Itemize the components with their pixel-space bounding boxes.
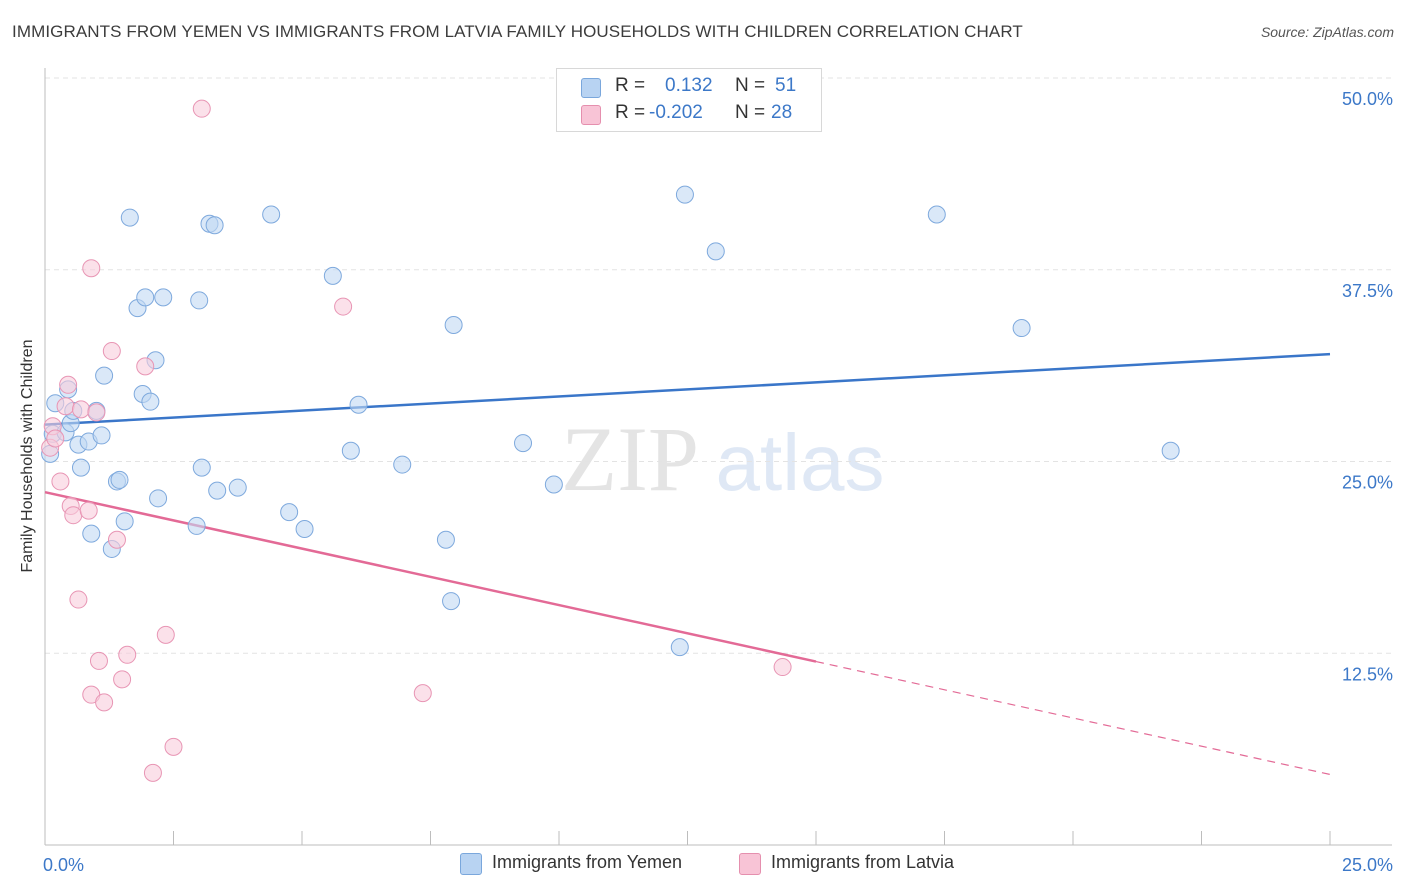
data-point — [143, 763, 162, 782]
data-point — [205, 216, 224, 235]
data-point — [113, 670, 132, 689]
data-points — [41, 99, 1180, 782]
legend-row-yemen: R = 0.132 N = 51 — [557, 75, 819, 99]
data-point — [149, 489, 168, 508]
bottom-legend-label-yemen: Immigrants from Yemen — [492, 852, 683, 872]
series-yemen — [41, 185, 1180, 657]
legend-n-value-latvia: 28 — [771, 102, 793, 123]
data-point — [1161, 441, 1180, 460]
data-point — [71, 458, 90, 477]
data-point — [110, 470, 129, 489]
data-point — [514, 434, 533, 453]
legend-n-value-yemen: 51 — [775, 75, 797, 96]
data-point — [115, 512, 134, 531]
data-point — [87, 403, 106, 422]
gridlines — [45, 77, 1392, 654]
data-point — [773, 658, 792, 677]
data-point — [89, 651, 108, 670]
data-point — [1012, 319, 1031, 338]
bottom-legend-swatch-yemen — [460, 853, 482, 875]
data-point — [436, 530, 455, 549]
data-point — [102, 342, 121, 361]
data-point — [164, 737, 183, 756]
data-point — [118, 645, 137, 664]
data-point — [51, 472, 70, 491]
data-point — [156, 625, 175, 644]
data-point — [295, 519, 314, 538]
watermark-zip: ZIP — [561, 408, 699, 510]
trend-line-latvia-extrapolated — [815, 660, 1331, 776]
data-point — [349, 395, 368, 414]
chart-title: IMMIGRANTS FROM YEMEN VS IMMIGRANTS FROM… — [12, 22, 1023, 41]
data-point — [187, 516, 206, 535]
data-point — [82, 524, 101, 543]
stats-legend: R = 0.132 N = 51 R = -0.202 N = 28 — [556, 68, 822, 132]
y-tick-label: 25.0% — [1342, 473, 1393, 493]
data-point — [141, 392, 160, 411]
y-tick-label: 12.5% — [1342, 664, 1393, 684]
data-point — [120, 208, 139, 227]
data-point — [69, 590, 88, 609]
data-point — [341, 441, 360, 460]
data-point — [228, 478, 247, 497]
y-tick-label: 50.0% — [1342, 89, 1393, 109]
legend-n-label: N = — [735, 102, 766, 123]
data-point — [323, 266, 342, 285]
data-point — [208, 481, 227, 500]
data-point — [59, 375, 78, 394]
trend-lines — [44, 352, 1331, 776]
x-tick-label: 25.0% — [1342, 855, 1393, 875]
data-point — [334, 297, 353, 316]
bottom-legend-label-latvia: Immigrants from Latvia — [771, 852, 955, 872]
y-tick-label: 37.5% — [1342, 281, 1393, 301]
watermark: ZIP atlas — [561, 408, 884, 510]
data-point — [46, 429, 65, 448]
legend-r-label: R = — [615, 102, 646, 123]
data-point — [95, 366, 114, 385]
bottom-legend-swatch-latvia — [739, 853, 761, 875]
x-tick-label: 0.0% — [43, 855, 84, 875]
tick-labels: 12.5% 25.0% 37.5% 50.0% 0.0% 25.0% — [43, 89, 1393, 875]
legend-swatch-yemen — [581, 78, 601, 98]
legend-n-label: N = — [735, 75, 766, 96]
data-point — [136, 288, 155, 307]
data-point — [71, 400, 90, 419]
trend-line-latvia — [44, 490, 817, 663]
data-point — [192, 458, 211, 477]
legend-r-value-latvia: -0.202 — [649, 102, 703, 123]
legend-swatch-latvia — [581, 105, 601, 125]
legend-r-value-yemen: 0.132 — [665, 75, 713, 96]
data-point — [190, 291, 209, 310]
data-point — [544, 475, 563, 494]
data-point — [706, 242, 725, 261]
data-point — [393, 455, 412, 474]
watermark-atlas: atlas — [716, 418, 885, 507]
data-point — [927, 205, 946, 224]
data-point — [107, 530, 126, 549]
source-credit: Source: ZipAtlas.com — [1260, 24, 1394, 40]
data-point — [262, 205, 281, 224]
legend-r-label: R = — [615, 75, 646, 96]
data-point — [136, 357, 155, 376]
data-point — [64, 506, 83, 525]
data-point — [675, 185, 694, 204]
data-point — [442, 592, 461, 611]
data-point — [56, 397, 75, 416]
data-point — [95, 693, 114, 712]
data-point — [670, 638, 689, 657]
series-latvia — [41, 99, 792, 782]
data-point — [280, 503, 299, 522]
trend-line-yemen — [44, 352, 1331, 426]
data-point — [82, 259, 101, 278]
data-point — [192, 99, 211, 118]
data-point — [413, 684, 432, 703]
data-point — [444, 315, 463, 334]
data-point — [92, 426, 111, 445]
legend-row-latvia: R = -0.202 N = 28 — [557, 102, 819, 126]
data-point — [79, 501, 98, 520]
data-point — [154, 288, 173, 307]
